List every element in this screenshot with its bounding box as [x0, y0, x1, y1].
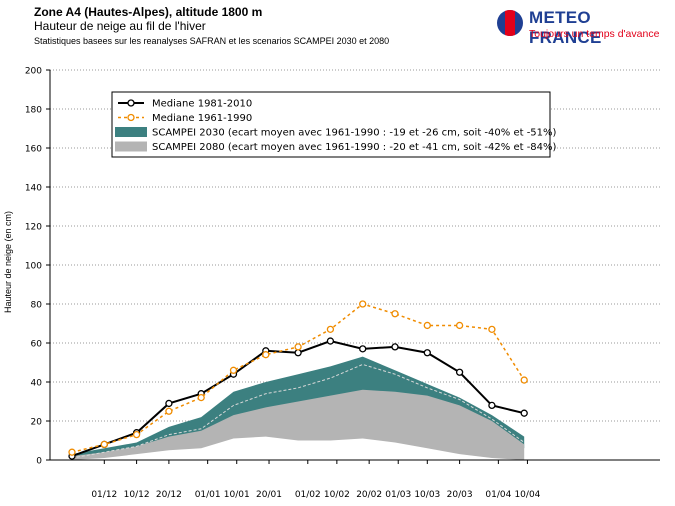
- x-tick-label: 10/02: [324, 490, 350, 500]
- y-tick-label: 40: [31, 379, 43, 389]
- point-1961-1990: [455, 321, 464, 330]
- chart-note: Statistiques basees sur les reanalyses S…: [34, 35, 390, 46]
- logo-emblem-icon: [497, 10, 523, 36]
- x-tick-label: 01/04: [485, 490, 511, 500]
- logo-tagline: Toujours un temps d'avance: [529, 28, 660, 40]
- point-1981-2010: [520, 409, 528, 417]
- chart-subtitle: Hauteur de neige au fil de l'hiver: [34, 18, 206, 33]
- point-1961-1990: [197, 393, 205, 402]
- legend: Mediane 1981-2010 Mediane 1961-1990 SCAMPE…: [111, 91, 557, 158]
- y-tick-label: 160: [25, 145, 42, 155]
- y-tick-label: 120: [25, 223, 42, 233]
- x-tick-label: 20/01: [256, 490, 282, 500]
- point-1961-1990: [326, 325, 335, 334]
- point-1961-1990: [100, 440, 108, 449]
- legend-label: Mediane 1981-2010: [152, 99, 252, 110]
- meteo-france-logo: METEO FRANCE Toujours un temps d'avance: [497, 8, 667, 48]
- x-tick-label: 20/03: [447, 490, 473, 500]
- legend-label: Mediane 1961-1990: [152, 113, 252, 124]
- point-1981-2010: [326, 337, 335, 345]
- point-1961-1990: [165, 407, 173, 415]
- logo-name: METEO FRANCE: [529, 8, 602, 47]
- point-1961-1990: [294, 343, 302, 351]
- point-1961-1990: [520, 376, 528, 384]
- legend-label: SCAMPEI 2030 (ecart moyen avec 1961-1990…: [152, 128, 557, 139]
- x-tick-label: 20/02: [356, 490, 382, 500]
- point-1961-1990: [229, 366, 238, 374]
- axes: 0 20 40 60 80 100 120 140 160 180 200 01/12 10/12 20/…: [25, 67, 660, 500]
- point-1961-1990: [262, 351, 270, 359]
- point-1981-2010: [423, 349, 431, 357]
- band-median-line: [71, 363, 525, 459]
- point-1961-1990: [359, 300, 367, 308]
- legend-swatch-marker: [127, 113, 135, 122]
- x-tick-label: 01/12: [91, 490, 117, 500]
- x-tick-label: 01/03: [385, 490, 411, 500]
- y-tick-label: 80: [31, 301, 43, 311]
- x-tick-label: 10/03: [414, 490, 440, 500]
- x-tick-label: 10/04: [514, 490, 540, 500]
- x-tick-label: 10/12: [124, 490, 150, 500]
- point-1961-1990: [391, 310, 399, 318]
- x-tick-label: 10/01: [224, 490, 250, 500]
- point-1961-1990: [132, 430, 141, 439]
- legend-swatch-marker: [127, 99, 135, 107]
- x-tick-label: 01/02: [295, 490, 321, 500]
- point-1981-2010: [359, 345, 367, 353]
- point-1961-1990: [68, 448, 76, 456]
- legend-box: [111, 91, 551, 158]
- point-1981-2010: [165, 399, 173, 408]
- band-scampei-2030: [72, 356, 525, 459]
- point-1961-1990: [423, 321, 431, 330]
- band-scampei-2080: [72, 389, 525, 460]
- point-1961-1990: [488, 325, 496, 334]
- y-tick-label: 200: [25, 67, 42, 77]
- median-lines: [68, 300, 528, 460]
- y-axis-label: Hauteur de neige (en cm): [3, 211, 13, 313]
- y-tick-label: 20: [31, 418, 43, 428]
- x-tick-label: 20/12: [156, 490, 182, 500]
- point-1981-2010: [391, 343, 399, 351]
- legend-swatch-band: [115, 141, 147, 152]
- scenario-bands: [71, 356, 525, 460]
- x-tick-label: 01/01: [195, 490, 221, 500]
- legend-swatch-band: [115, 127, 147, 137]
- point-1981-2010: [294, 349, 302, 357]
- y-tick-label: 0: [36, 457, 42, 467]
- chart-header: Zone A4 (Hautes-Alpes), altitude 1800 m …: [34, 5, 390, 46]
- y-tick-label: 100: [25, 262, 42, 272]
- y-tick-label: 140: [25, 184, 42, 194]
- legend-label: SCAMPEI 2080 (ecart moyen avec 1961-1990…: [152, 142, 557, 153]
- y-tick-label: 60: [31, 340, 43, 350]
- chart-title: Zone A4 (Hautes-Alpes), altitude 1800 m: [34, 5, 263, 19]
- point-1981-2010: [488, 401, 496, 410]
- y-tick-label: 180: [25, 106, 42, 116]
- point-1981-2010: [455, 368, 464, 376]
